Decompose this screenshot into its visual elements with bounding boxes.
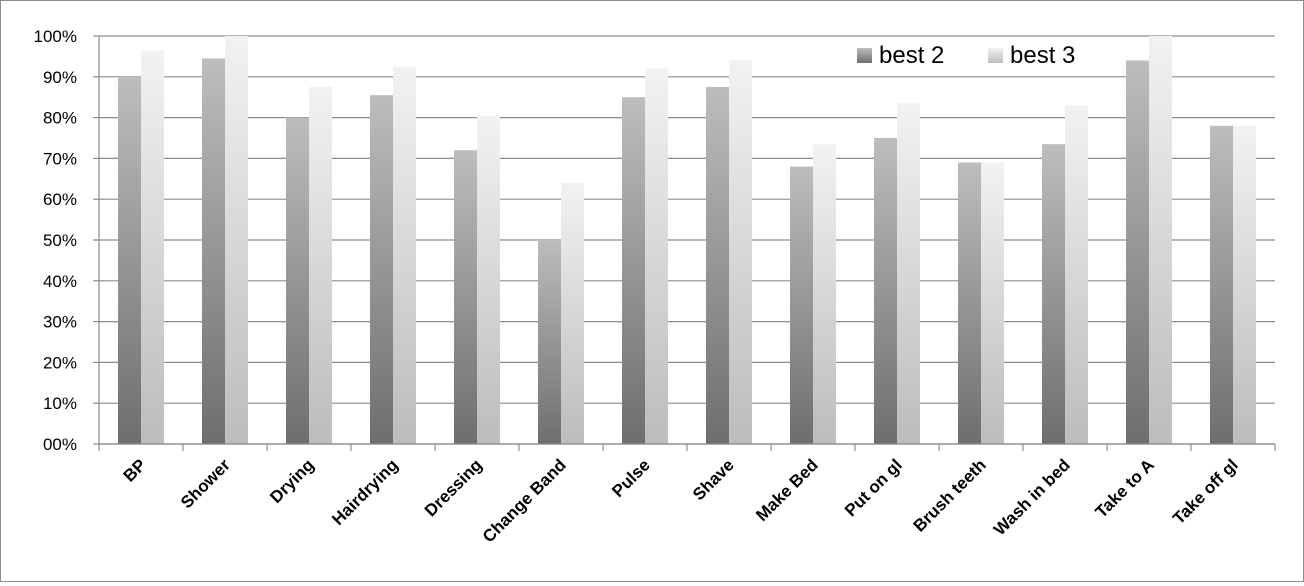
legend-label: best 2 (879, 42, 944, 69)
y-tick-label: 100% (34, 27, 77, 46)
bar-best-3 (141, 50, 164, 444)
legend-swatch (988, 48, 1003, 63)
y-tick-label: 90% (43, 68, 77, 87)
bar-best-2 (790, 166, 813, 444)
bar-best-2 (370, 95, 393, 444)
y-tick-label: 40% (43, 272, 77, 291)
x-tick-label: Put on gl (841, 455, 906, 520)
bar-best-3 (1065, 105, 1088, 445)
bar-best-3 (477, 115, 500, 444)
x-tick-label: Take to A (1092, 455, 1158, 521)
y-tick-label: 20% (43, 353, 77, 372)
bar-best-3 (729, 60, 752, 444)
x-tick-label: Wash in bed (990, 455, 1074, 539)
bar-best-3 (225, 36, 248, 444)
legend: best 2 best 3 (857, 42, 1075, 69)
bars (118, 36, 1256, 445)
bar-best-2 (1126, 60, 1149, 444)
x-tick-label: Hairdrying (328, 455, 402, 529)
y-tick-label: 80% (43, 109, 77, 128)
bar-best-2 (286, 117, 309, 444)
legend-swatch (857, 48, 872, 63)
bar-best-2 (1042, 144, 1065, 444)
bar-best-2 (118, 76, 141, 445)
bar-best-2 (538, 240, 561, 444)
y-tick-label: 10% (43, 394, 77, 413)
bar-best-2 (874, 138, 897, 444)
x-tick-label: Dressing (421, 455, 486, 520)
bar-best-3 (309, 87, 332, 444)
x-tick-label: Shower (177, 455, 234, 512)
x-tick-label: Make Bed (752, 455, 822, 525)
bar-best-2 (202, 58, 225, 444)
bar-best-3 (1149, 36, 1172, 444)
bar-best-2 (958, 162, 981, 445)
y-axis-ticks: 00% 10% 20% 30% 40% 50% 60% 70% 80% 90% 100% (34, 27, 99, 454)
legend-label: best 3 (1010, 42, 1075, 69)
bar-best-2 (1210, 125, 1233, 444)
bar-best-3 (813, 144, 836, 444)
x-tick-label: Pulse (608, 455, 654, 501)
x-tick-label: Drying (266, 455, 318, 507)
bar-best-3 (1233, 125, 1256, 444)
bar-best-3 (393, 66, 416, 444)
x-tick-label: Take off gl (1169, 455, 1242, 528)
bar-best-3 (561, 182, 584, 444)
x-tick-label: Shave (689, 455, 738, 504)
y-tick-label: 30% (43, 313, 77, 332)
bar-best-3 (897, 103, 920, 444)
bar-best-2 (706, 87, 729, 444)
y-tick-label: 00% (43, 435, 77, 454)
gridlines (99, 35, 1275, 445)
bar-best-2 (454, 150, 477, 445)
y-tick-label: 60% (43, 190, 77, 209)
y-tick-label: 50% (43, 231, 77, 250)
y-tick-label: 70% (43, 149, 77, 168)
bar-best-3 (981, 162, 1004, 445)
x-tick-label: BP (120, 455, 150, 485)
x-tick-label: Change Band (479, 455, 570, 546)
x-tick-label: Brush teeth (910, 455, 990, 535)
bar-best-3 (645, 68, 668, 444)
bar-best-2 (622, 97, 645, 444)
